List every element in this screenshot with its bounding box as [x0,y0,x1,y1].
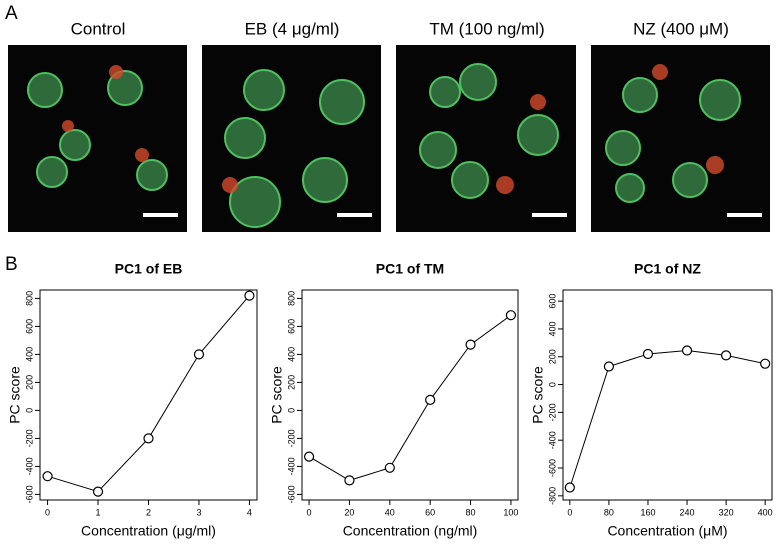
x-axis-title: Concentration (μg/ml) [81,523,216,539]
data-point [344,475,355,486]
x-tick-label: 1 [96,507,101,517]
y-tick-label: -200 [24,429,34,447]
y-tick-label: 600 [547,294,557,309]
panel-label: B [5,254,18,275]
plot-frame [562,289,773,501]
y-tick-label: -600 [547,459,557,477]
scale-bars [143,213,762,217]
y-tick-label: -200 [286,429,296,447]
chart-title: PC1 of TM [376,261,444,277]
x-tick-label: 4 [247,507,252,517]
series-line [308,314,512,481]
y-tick-label: 400 [547,321,557,336]
x-tick-label: 80 [604,507,614,517]
data-point [505,310,517,321]
y-tick-label: 200 [24,375,34,390]
data-point [244,290,255,301]
y-tick-label: -400 [24,457,34,475]
data-point [681,345,693,356]
data-point [384,462,395,473]
x-tick-label: 3 [196,507,201,517]
data-point [642,348,654,360]
image-title: EB (4 μg/ml) [245,19,340,38]
y-tick-label: 800 [24,291,34,306]
y-tick-label: 0 [286,408,296,413]
image-title: NZ (400 μM) [633,19,729,38]
micrograph [8,45,187,232]
plot-frame [39,289,258,501]
y-tick-label: -800 [547,487,557,505]
series-line [47,295,250,493]
x-axis-title: Concentration (ng/ml) [343,523,478,539]
micrographs [8,45,770,232]
x-tick-label: 160 [640,507,655,517]
y-tick-label: -600 [24,485,34,503]
plot-frame [301,289,519,501]
data-point [193,349,205,360]
y-tick-label: 400 [286,347,296,362]
x-tick-label: 40 [385,507,395,517]
series-line [569,349,766,488]
y-axis-title: PC score [7,366,23,424]
x-axis-title: Concentration (μM) [607,523,727,539]
buds [62,64,724,194]
x-tick-label: 0 [567,507,572,517]
data-point [42,471,53,482]
y-tick-label: 400 [24,347,34,362]
data-point [564,482,575,493]
y-tick-label: 200 [286,375,296,390]
chart-title: PC1 of EB [115,261,183,277]
y-axis-title: PC score [269,366,285,424]
y-tick-label: -400 [286,457,296,475]
data-point [425,394,436,405]
cells [27,63,741,228]
image-title: Control [71,19,126,38]
x-tick-label: 0 [307,507,312,517]
x-tick-label: 20 [344,507,354,517]
y-tick-label: 800 [286,291,296,306]
x-tick-label: 0 [45,507,50,517]
y-axis-title: PC score [530,366,546,424]
panel-label: A [5,3,18,24]
y-tick-label: -400 [547,431,557,449]
y-tick-label: 200 [547,349,557,364]
x-tick-label: 320 [719,507,734,517]
y-tick-label: 0 [24,408,34,413]
x-tick-label: 60 [425,507,435,517]
y-tick-label: 600 [286,319,296,334]
y-tick-label: 600 [24,319,34,334]
data-point [603,361,615,372]
image-title: TM (100 ng/ml) [429,19,544,38]
chart-title: PC1 of NZ [634,261,701,277]
x-tick-label: 100 [503,507,518,517]
data-point [760,358,771,369]
data-point [720,350,732,361]
data-point [143,433,154,444]
data-point [303,451,315,462]
x-tick-label: 240 [680,507,695,517]
x-tick-label: 2 [146,507,151,517]
y-tick-label: -600 [286,485,296,503]
x-tick-label: 80 [466,507,476,517]
data-point [92,486,104,497]
y-tick-label: 0 [547,382,557,387]
y-tick-label: -200 [547,403,557,421]
data-point [465,339,476,350]
x-tick-label: 400 [758,507,773,517]
